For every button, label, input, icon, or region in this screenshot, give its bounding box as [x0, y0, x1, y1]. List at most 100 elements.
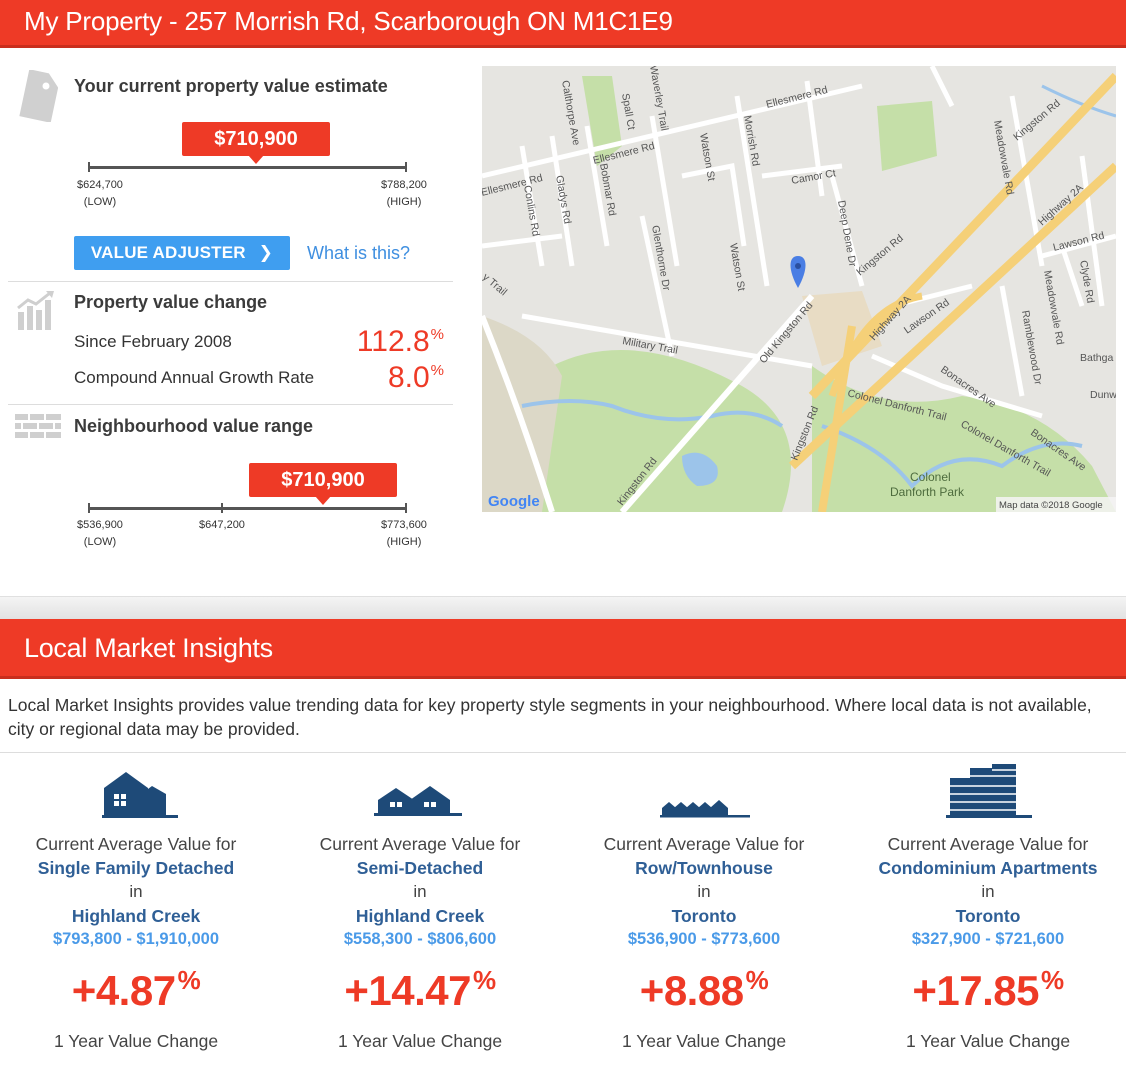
- estimate-title: Your current property value estimate: [74, 76, 388, 96]
- svg-text:Colonel: Colonel: [910, 470, 951, 484]
- estimate-low-value: $624,700: [77, 179, 123, 191]
- segment-change: +17.85%: [858, 965, 1118, 1015]
- map-label: Watson St: [727, 242, 747, 291]
- segment-type: Condominium Apartments: [878, 858, 1098, 878]
- range-low: $536,900 (LOW): [66, 517, 134, 551]
- map-label: Ramblewood Dr: [1019, 309, 1044, 386]
- percent-sign: %: [177, 965, 201, 995]
- estimate-high-label: (HIGH): [386, 196, 422, 208]
- kingston-rd-highway: [808, 72, 1116, 400]
- minor-streets: [482, 314, 555, 512]
- minor-streets: [619, 294, 815, 512]
- segment-line1: Current Average Value for: [603, 834, 805, 854]
- range-low-label: (LOW): [83, 536, 117, 548]
- what-is-this-link[interactable]: What is this?: [307, 243, 411, 263]
- map-label: Bathga: [1080, 352, 1113, 364]
- google-logo: Google: [488, 493, 540, 510]
- scale-tick: [221, 503, 223, 513]
- segment-change-number: +8.88: [639, 967, 744, 1014]
- range-title: Neighbourhood value range: [74, 416, 314, 436]
- park-area: [516, 350, 791, 512]
- segment-range: $558,300 - $806,600: [343, 930, 497, 948]
- segment-line1: Current Average Value for: [319, 834, 521, 854]
- range-mid: $647,200: [188, 517, 256, 534]
- change-title: Property value change: [74, 292, 268, 312]
- park-area: [877, 101, 937, 171]
- segment-line1: Current Average Value for: [887, 834, 1089, 854]
- range-high-label: (HIGH): [386, 536, 422, 548]
- svg-text:Danforth Park: Danforth Park: [890, 485, 965, 499]
- segment-caption: 1 Year Value Change: [53, 1031, 219, 1051]
- map-label: Dunw: [1090, 389, 1116, 401]
- map-label: Conlins Rd: [521, 184, 542, 237]
- river: [521, 399, 784, 428]
- townhouse-icon: [660, 800, 750, 818]
- property-map[interactable]: Ellesmere Rd Ellesmere Rd Ellesmere Rd C…: [482, 66, 1116, 512]
- map-credit-bg: [996, 497, 1116, 512]
- scale-tick: [88, 162, 90, 172]
- segment-change-number: +17.85: [912, 967, 1039, 1014]
- map-label: Ellesmere Rd: [765, 84, 829, 111]
- segment-area: Toronto: [955, 906, 1021, 926]
- range-high-value: $773,600: [381, 519, 427, 531]
- river: [821, 424, 1083, 490]
- property-header: My Property - 257 Morrish Rd, Scarboroug…: [0, 0, 1126, 48]
- map-label: y Trail: [482, 271, 509, 298]
- percent-sign: %: [430, 362, 444, 379]
- divider: [8, 281, 453, 282]
- segment-range: $793,800 - $1,910,000: [52, 930, 220, 948]
- chevron-right-icon: ❯: [258, 243, 274, 262]
- value-adjuster-button[interactable]: VALUE ADJUSTER ❯: [74, 236, 290, 270]
- range-scale: [88, 507, 407, 510]
- scale-tick: [405, 503, 407, 513]
- map-label: Gladys Rd: [553, 174, 573, 225]
- segment-range: $327,900 - $721,600: [911, 930, 1065, 948]
- divider: [0, 752, 1126, 753]
- map-label: Spall Ct: [619, 92, 637, 130]
- lmi-intro: Local Market Insights provides value tre…: [8, 695, 1092, 739]
- scale-tick: [88, 503, 90, 513]
- since-value: 112.8%: [357, 325, 444, 359]
- map-label: Calthorpe Ave: [559, 79, 582, 146]
- estimate-high-value: $788,200: [381, 179, 427, 191]
- range-mid-value: $647,200: [199, 519, 245, 531]
- segment-in: in: [981, 882, 995, 901]
- range-high: $773,600 (HIGH): [370, 517, 438, 551]
- segment-change: +4.87%: [6, 965, 266, 1015]
- since-label: Since February 2008: [74, 332, 232, 351]
- segment-caption: 1 Year Value Change: [337, 1031, 503, 1051]
- segment-change-number: +14.47: [344, 967, 471, 1014]
- segment-type: Single Family Detached: [37, 858, 235, 878]
- value-adjuster-label: VALUE ADJUSTER: [90, 243, 246, 262]
- cagr-label: Compound Annual Growth Rate: [74, 368, 315, 387]
- percent-sign: %: [745, 965, 769, 995]
- segment-type: Row/Townhouse: [635, 858, 773, 878]
- segment-change-number: +4.87: [71, 967, 176, 1014]
- brick-wall-icon: [15, 414, 61, 438]
- segment-area: Highland Creek: [355, 906, 485, 926]
- percent-sign: %: [1041, 965, 1064, 995]
- segment-area: Toronto: [671, 906, 737, 926]
- highway-ramp: [828, 292, 923, 398]
- segment-area: Highland Creek: [71, 906, 201, 926]
- percent-sign: %: [430, 326, 444, 343]
- percent-sign: %: [473, 965, 496, 995]
- price-tag-icon: [19, 70, 58, 122]
- lmi-title: Local Market Insights: [24, 633, 273, 663]
- semi-detached-house-icon: [374, 786, 462, 816]
- estimate-value-bubble: $710,900: [182, 122, 330, 164]
- map-label: Old Kingston Rd: [757, 300, 815, 366]
- section-divider-bar: [0, 596, 1126, 619]
- segment-in: in: [413, 882, 427, 901]
- single-family-house-icon: [102, 772, 178, 818]
- map-label: Meadowvale Rd: [991, 119, 1016, 195]
- divider: [8, 404, 453, 405]
- segment-in: in: [129, 882, 143, 901]
- park-label: Colonel Danforth Park: [890, 470, 965, 499]
- cagr-value: 8.0%: [388, 361, 444, 395]
- range-value-bubble: $710,900: [249, 463, 397, 505]
- property-pin-icon[interactable]: [790, 256, 806, 288]
- pin-dot: [795, 263, 801, 269]
- minor-streets: [482, 66, 1116, 419]
- map-label: Meadowvale Rd: [1041, 269, 1066, 345]
